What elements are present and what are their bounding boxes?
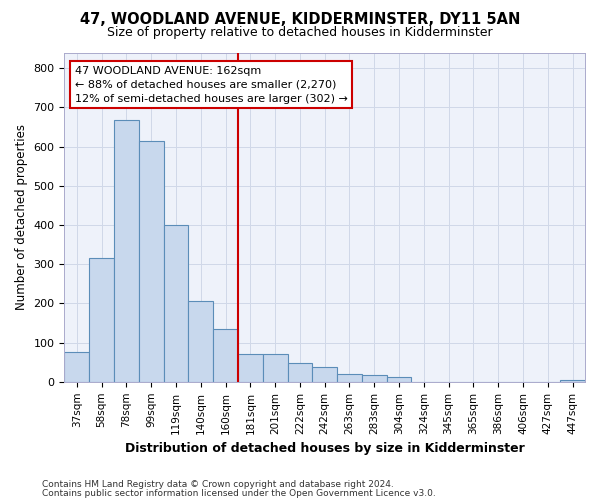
Bar — [139, 140, 164, 382]
Bar — [164, 225, 188, 382]
Y-axis label: Number of detached properties: Number of detached properties — [15, 124, 28, 310]
Bar — [313, 368, 337, 382]
Bar — [362, 375, 386, 382]
Bar — [337, 374, 362, 382]
Bar — [114, 120, 139, 382]
Bar — [64, 352, 89, 382]
Text: 47 WOODLAND AVENUE: 162sqm
← 88% of detached houses are smaller (2,270)
12% of s: 47 WOODLAND AVENUE: 162sqm ← 88% of deta… — [75, 66, 347, 104]
X-axis label: Distribution of detached houses by size in Kidderminster: Distribution of detached houses by size … — [125, 442, 524, 455]
Bar — [238, 354, 263, 382]
Text: Size of property relative to detached houses in Kidderminster: Size of property relative to detached ho… — [107, 26, 493, 39]
Bar — [386, 377, 412, 382]
Text: 47, WOODLAND AVENUE, KIDDERMINSTER, DY11 5AN: 47, WOODLAND AVENUE, KIDDERMINSTER, DY11… — [80, 12, 520, 28]
Text: Contains HM Land Registry data © Crown copyright and database right 2024.: Contains HM Land Registry data © Crown c… — [42, 480, 394, 489]
Bar — [263, 354, 287, 382]
Bar — [287, 363, 313, 382]
Bar — [213, 329, 238, 382]
Bar — [188, 300, 213, 382]
Text: Contains public sector information licensed under the Open Government Licence v3: Contains public sector information licen… — [42, 488, 436, 498]
Bar — [89, 258, 114, 382]
Bar — [560, 380, 585, 382]
